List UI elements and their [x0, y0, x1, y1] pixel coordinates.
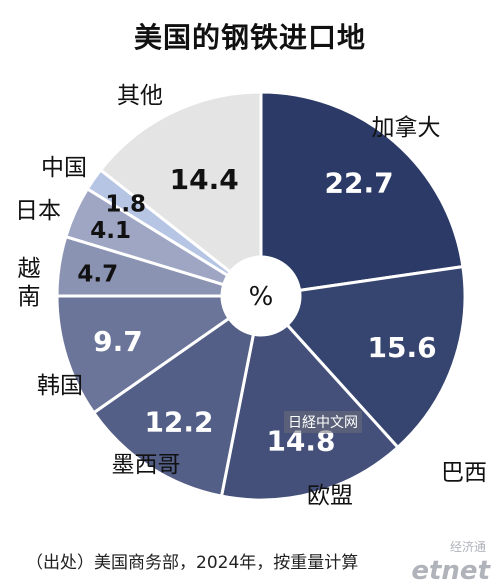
slice-value-label: 4.7: [77, 262, 118, 288]
slice-name-label: 其他: [117, 83, 163, 109]
pie-slice: [55, 294, 266, 415]
slice-name-label: 越: [18, 256, 41, 282]
pie-slice: [91, 292, 264, 498]
newspaper-watermark: 日経中文网: [284, 411, 362, 433]
etnet-watermark: etnet: [411, 556, 490, 586]
slice-value-label: 15.6: [368, 331, 437, 364]
pie-slice: [98, 90, 263, 300]
slice-name-label: 加拿大: [372, 114, 441, 141]
slice-value-label: 14.4: [170, 163, 239, 196]
slice-value-label: 9.7: [93, 325, 143, 358]
etnet-cn-watermark: 经济通: [449, 540, 486, 554]
slice-name-label: 韩国: [37, 373, 83, 399]
center-hole: [220, 255, 302, 337]
pie-slice: [219, 292, 400, 502]
source-note: （出处）美国商务部，2024年，按重量计算: [26, 553, 359, 573]
chart-title: 美国的钢铁进口地: [133, 21, 366, 54]
slice-name-label: 墨西哥: [112, 452, 181, 478]
slice-value-label: 1.8: [105, 192, 146, 218]
slice-name-label: 日本: [15, 198, 61, 224]
slice-value-label: 4.1: [90, 218, 131, 244]
slice-name-label: 欧盟: [307, 483, 353, 509]
unit-label: %: [249, 282, 274, 312]
slice-name-label: 南: [18, 284, 41, 310]
slice-value-label: 12.2: [144, 406, 213, 439]
slice-name-label: 巴西: [441, 460, 487, 486]
pie-slice: [259, 90, 465, 298]
slice-value-label: 22.7: [325, 167, 394, 200]
slice-name-label: 中国: [41, 155, 87, 181]
pie-slice: [258, 264, 467, 450]
